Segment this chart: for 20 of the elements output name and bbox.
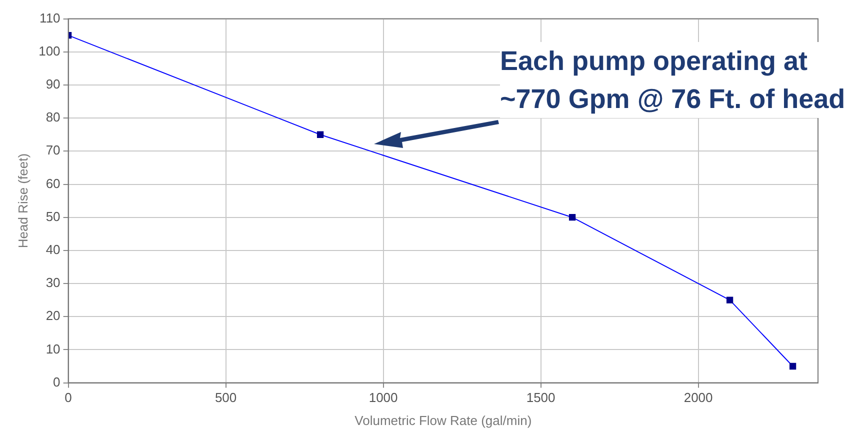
annotation: Each pump operating at ~770 Gpm @ 76 Ft. of head — [500, 42, 850, 118]
y-tick-label: 90 — [46, 76, 60, 92]
y-tick-label: 40 — [46, 242, 60, 258]
x-axis-title: Volumetric Flow Rate (gal/min) — [354, 412, 532, 428]
y-tick-label: 10 — [46, 341, 60, 356]
y-axis-title: Head Rise (feet) — [15, 153, 30, 248]
y-tick-label: 80 — [46, 110, 60, 125]
x-tick-label: 0 — [64, 390, 72, 406]
y-tick-label: 60 — [46, 176, 60, 191]
x-tick-label: 2000 — [684, 390, 713, 406]
y-tick-label: 30 — [46, 275, 60, 290]
y-tick-label: 110 — [40, 10, 60, 26]
y-tick-label: 100 — [38, 43, 60, 58]
y-tick-label: 0 — [53, 374, 60, 390]
y-tick-label: 20 — [46, 308, 60, 324]
x-tick-label: 500 — [214, 390, 237, 406]
x-tick-label: 1000 — [368, 390, 398, 406]
x-tick-label: 1500 — [526, 390, 556, 406]
y-tick-label: 70 — [46, 142, 60, 158]
y-tick-label: 50 — [46, 208, 60, 224]
